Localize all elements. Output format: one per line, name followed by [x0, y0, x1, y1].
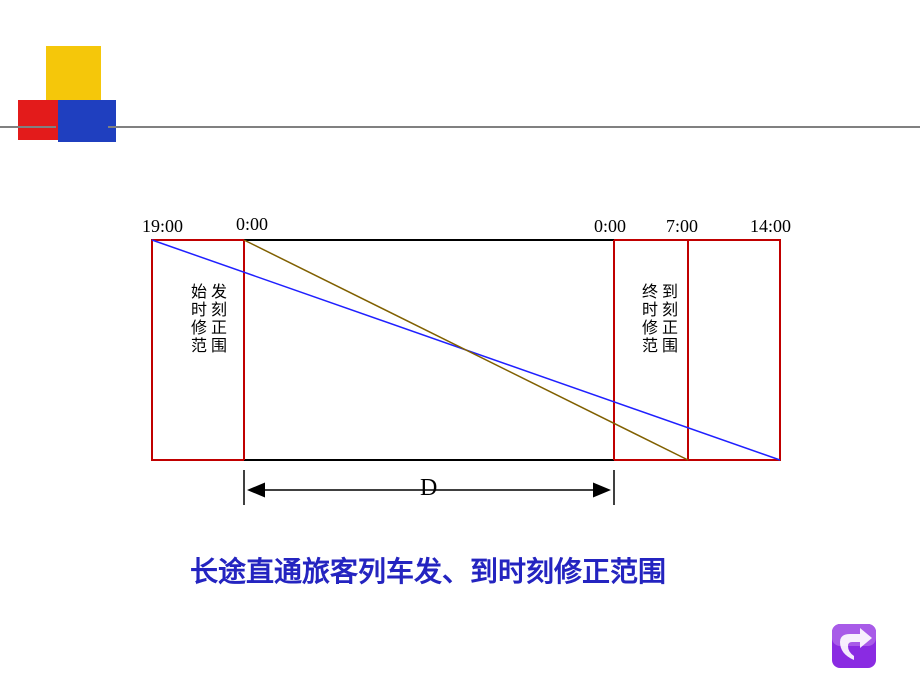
zone-right-col1: 终时修范 [640, 284, 660, 356]
d-label: D [420, 475, 437, 502]
slide-stage: 19:00 0:00 0:00 7:00 14:00 始时修范 发刻正 [0, 0, 920, 690]
zone-right-col2: 到刻正围 [660, 284, 680, 356]
caption: 长途直通旅客列车发、到时刻修正范围 [190, 550, 666, 590]
zone-left-col1: 始时修范 [189, 284, 209, 356]
zone-left-col2: 发刻正围 [209, 284, 229, 356]
return-icon [830, 622, 878, 670]
return-button[interactable] [830, 622, 878, 670]
diag-brown [244, 240, 688, 460]
